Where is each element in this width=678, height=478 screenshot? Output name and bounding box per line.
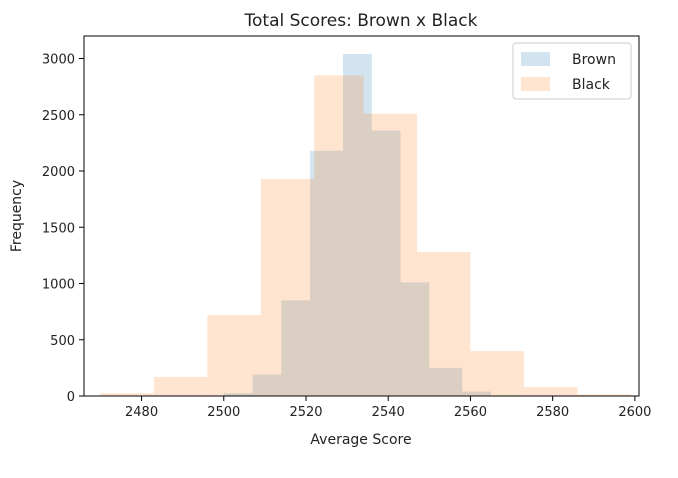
bar-black-7 [470, 351, 524, 396]
bar-brown-7 [429, 367, 463, 397]
y-tick-label: 3000 [42, 53, 75, 68]
legend-label-black: Black [572, 77, 611, 93]
bar-black-3 [260, 178, 315, 397]
y-tick-label: 2500 [42, 109, 75, 124]
bar-black-2 [207, 315, 261, 396]
x-tick-label: 2580 [536, 405, 569, 420]
bar-brown-2 [281, 300, 311, 397]
x-tick-label: 2480 [125, 405, 158, 420]
bar-black-9 [577, 394, 631, 396]
bar-brown-3 [310, 150, 343, 396]
legend-swatch-black [521, 77, 550, 91]
x-tick-label: 2560 [454, 405, 487, 420]
bar-brown-0 [223, 393, 253, 396]
bar-black-5 [363, 113, 417, 397]
plot-frame [83, 35, 640, 397]
legend-box [512, 42, 632, 100]
bars-layer [100, 54, 631, 397]
x-tick-label: 2500 [207, 405, 240, 420]
bar-black-4 [314, 75, 364, 397]
bar-brown-6 [400, 282, 430, 397]
bar-black-1 [153, 376, 208, 397]
legend-swatch-brown [521, 52, 550, 66]
ticks-layer: 2480 2500 2520 2540 2560 2580 2600 0 500 1000 1500… [42, 53, 652, 421]
y-tick-label: 1000 [42, 278, 75, 293]
y-axis-label: Frequency [9, 180, 25, 252]
x-tick-label: 2520 [289, 405, 322, 420]
y-tick-label: 1500 [42, 221, 75, 236]
bar-black-8 [523, 387, 578, 396]
y-tick-label: 500 [50, 334, 75, 349]
y-tick-label: 0 [67, 390, 75, 405]
x-tick-label: 2600 [618, 405, 651, 420]
bar-brown-4 [343, 54, 372, 396]
legend: Brown Black [512, 42, 632, 100]
x-tick-label: 2540 [372, 405, 405, 420]
bar-brown-5 [371, 130, 401, 396]
bar-brown-8 [462, 391, 491, 396]
bar-black-6 [417, 252, 471, 396]
x-axis-label: Average Score [310, 432, 411, 448]
bar-black-0 [100, 393, 154, 396]
y-tick-label: 2000 [42, 165, 75, 180]
chart-title: Total Scores: Brown x Black [244, 11, 478, 31]
bar-brown-1 [252, 374, 282, 397]
legend-label-brown: Brown [572, 52, 616, 68]
